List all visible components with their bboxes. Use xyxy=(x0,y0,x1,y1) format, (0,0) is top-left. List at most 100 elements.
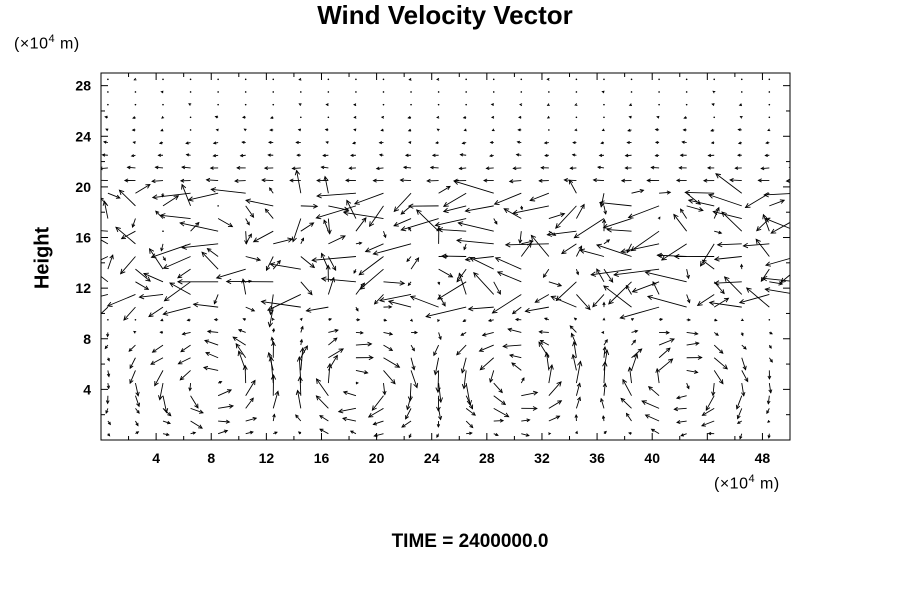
wind-vector xyxy=(235,342,247,358)
vector-dot xyxy=(272,78,275,81)
wind-vector xyxy=(768,357,773,363)
vector-head xyxy=(764,153,768,157)
wind-vector xyxy=(300,281,313,296)
wind-vector xyxy=(346,199,357,219)
wind-vector xyxy=(205,351,219,359)
vector-head xyxy=(319,415,324,419)
wind-vector xyxy=(343,210,384,219)
vector-shaft xyxy=(648,386,660,397)
wind-vector xyxy=(548,415,561,422)
vector-shaft xyxy=(628,205,660,218)
vector-head xyxy=(778,281,784,286)
wind-vector xyxy=(426,178,439,183)
wind-vector xyxy=(311,256,356,263)
wind-vector xyxy=(359,268,384,290)
vector-shaft xyxy=(702,407,715,416)
vector-shaft xyxy=(797,332,799,333)
wind-vector xyxy=(507,327,522,333)
vector-shaft xyxy=(629,367,632,384)
wind-vector xyxy=(512,205,549,215)
vector-head xyxy=(628,115,632,119)
wind-vector xyxy=(411,330,419,335)
vector-head xyxy=(93,270,98,274)
wind-vector xyxy=(295,389,302,409)
wind-vector xyxy=(675,178,687,183)
wind-vector xyxy=(320,276,356,283)
vector-shaft xyxy=(265,208,274,219)
wind-vector xyxy=(764,153,770,157)
vector-head xyxy=(271,340,276,347)
wind-vector xyxy=(383,344,394,351)
vector-shaft xyxy=(163,306,191,315)
vector-head xyxy=(162,264,169,269)
vector-shaft xyxy=(410,344,415,351)
vector-shaft xyxy=(317,192,356,197)
wind-vector xyxy=(785,178,790,183)
wind-vector xyxy=(349,430,357,435)
vector-shaft xyxy=(525,306,549,312)
wind-vector xyxy=(237,329,246,333)
vector-head xyxy=(327,229,332,235)
vector-dot xyxy=(492,78,495,81)
wind-vector xyxy=(768,344,772,349)
wind-vector xyxy=(602,218,632,229)
vector-shaft xyxy=(410,357,415,370)
vector-head xyxy=(738,103,743,107)
vector-head xyxy=(274,390,280,396)
wind-vector xyxy=(218,404,235,409)
wind-vector xyxy=(323,219,329,232)
wind-vector xyxy=(465,408,476,416)
wind-vector xyxy=(159,330,164,334)
vector-head xyxy=(620,397,626,403)
vector-head xyxy=(574,128,578,132)
wind-vector xyxy=(355,341,373,347)
wind-vector xyxy=(215,268,246,280)
x-tick-label: 36 xyxy=(589,450,605,466)
wind-vector xyxy=(190,431,197,435)
vector-head xyxy=(406,405,411,411)
wind-vector xyxy=(568,179,577,194)
wind-vector xyxy=(574,128,578,132)
vector-head xyxy=(788,166,790,169)
wind-vector xyxy=(187,192,219,202)
vector-head xyxy=(287,237,294,243)
vector-shaft xyxy=(101,256,109,261)
wind-vector xyxy=(383,331,394,336)
wind-vector xyxy=(723,276,743,295)
wind-vector xyxy=(294,169,302,194)
vector-shaft xyxy=(469,257,494,270)
wind-vector xyxy=(627,205,660,219)
vector-head xyxy=(464,207,471,213)
vector-shaft xyxy=(608,281,632,305)
vector-head xyxy=(676,420,681,424)
wind-vector xyxy=(400,205,412,215)
wind-vector xyxy=(270,336,275,346)
wind-vector xyxy=(465,103,467,106)
vector-head xyxy=(218,380,223,384)
wind-vector xyxy=(658,338,675,346)
vector-head xyxy=(129,364,134,370)
vector-head xyxy=(686,299,691,304)
vector-shaft xyxy=(680,208,688,219)
wind-vector xyxy=(342,390,357,397)
wind-vector xyxy=(630,318,635,321)
wind-vector xyxy=(378,141,384,145)
vector-head xyxy=(603,285,609,291)
vector-shaft xyxy=(620,398,632,409)
wind-vector xyxy=(188,103,192,106)
vector-head xyxy=(742,242,749,249)
vector-dot xyxy=(768,318,771,321)
wind-vector xyxy=(101,197,109,207)
wind-vector xyxy=(682,128,687,132)
vector-head xyxy=(407,116,411,119)
vector-head xyxy=(410,318,413,322)
vector-head xyxy=(469,257,476,262)
vector-shaft xyxy=(603,285,632,308)
wind-vector xyxy=(603,268,614,283)
vector-head xyxy=(268,309,274,316)
vector-shaft xyxy=(631,348,643,359)
vector-shaft xyxy=(631,189,644,194)
vector-head xyxy=(295,389,301,396)
wind-vector xyxy=(686,192,701,205)
